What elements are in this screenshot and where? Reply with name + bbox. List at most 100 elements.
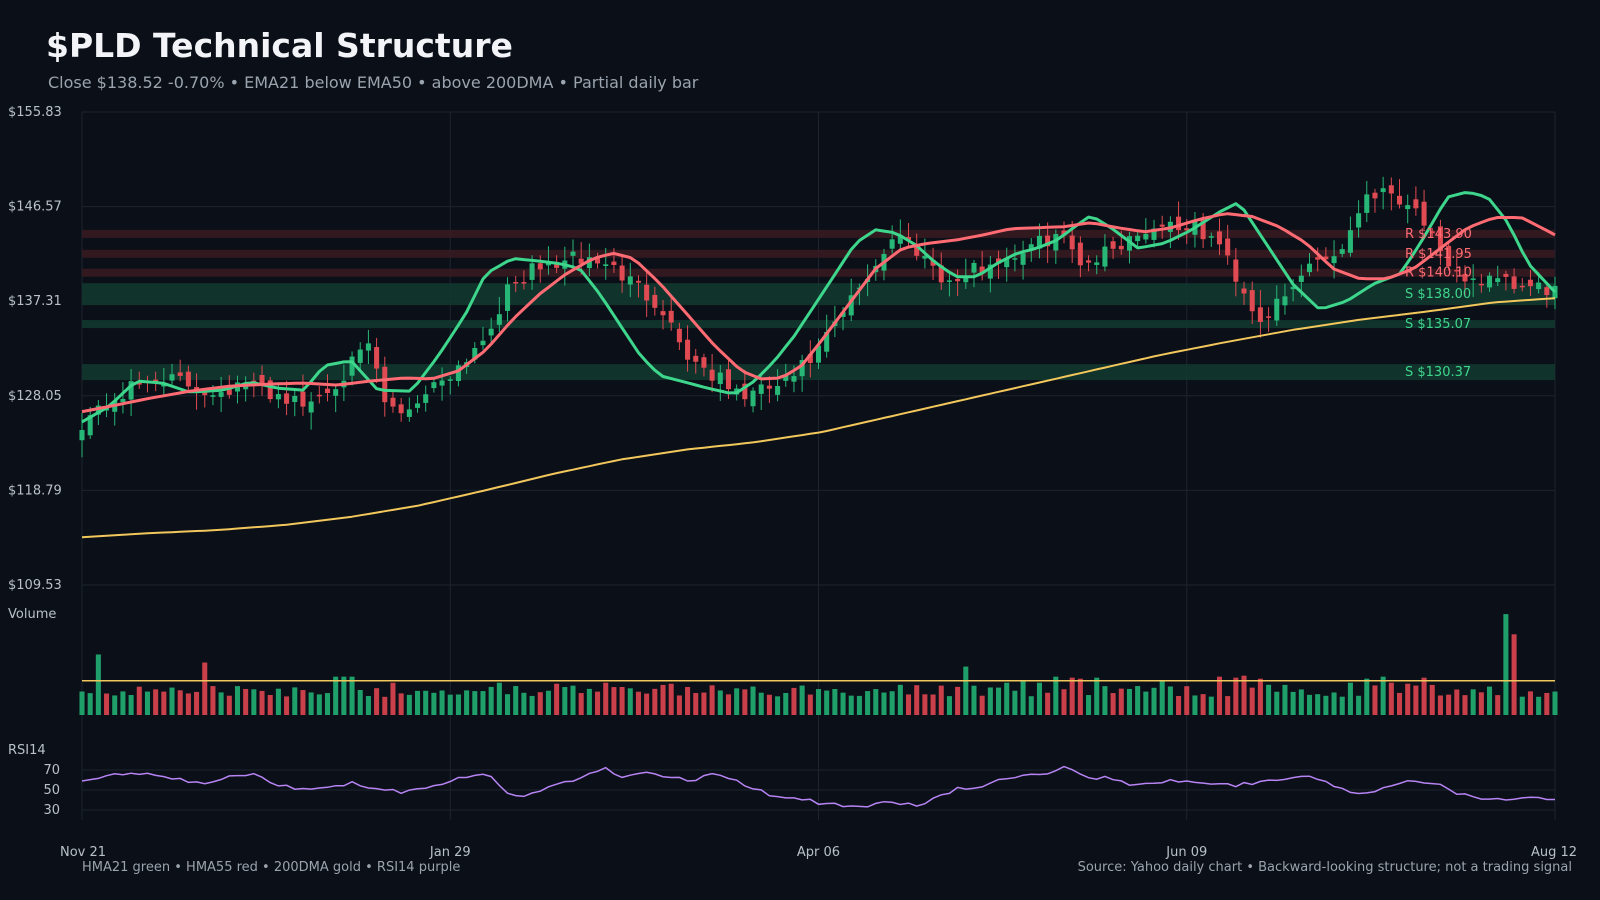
- volume-bar: [897, 684, 903, 715]
- candle-body: [284, 393, 290, 404]
- candle-body: [595, 257, 601, 264]
- volume-bar: [595, 691, 601, 715]
- candle-body: [1020, 253, 1026, 265]
- candle-body: [807, 354, 813, 363]
- candle-body: [1290, 286, 1296, 290]
- volume-bar: [1487, 686, 1493, 715]
- volume-bar: [627, 688, 633, 715]
- volume-bars: [79, 614, 1558, 715]
- volume-bar: [1282, 684, 1288, 715]
- volume-bar: [815, 689, 822, 715]
- volume-bar: [251, 689, 257, 715]
- volume-bar: [243, 688, 249, 715]
- price-axis: $155.83 $146.57 $137.31 $128.05 $118.79 $109.…: [8, 105, 62, 593]
- candle-body: [431, 382, 437, 389]
- candle-body: [308, 401, 314, 413]
- candle-body: [423, 394, 429, 403]
- candle-body: [1225, 238, 1231, 256]
- chart-subtitle: Close $138.52 -0.70% • EMA21 below EMA50…: [48, 73, 699, 92]
- volume-bar: [644, 693, 650, 715]
- volume-bar: [1069, 677, 1075, 715]
- level-label: S $138.00: [1405, 287, 1471, 302]
- candle-body: [1102, 246, 1108, 267]
- candle-body: [218, 392, 224, 397]
- volume-bar: [1225, 696, 1231, 715]
- volume-bar: [1274, 691, 1280, 715]
- volume-bar: [169, 687, 175, 715]
- volume-bar: [1192, 695, 1198, 715]
- volume-bar: [611, 687, 617, 715]
- volume-bar: [1233, 677, 1239, 715]
- candle-body: [292, 395, 298, 403]
- candle-body: [1159, 224, 1165, 227]
- volume-bar: [603, 682, 609, 715]
- volume-bar: [963, 666, 969, 715]
- rsi-panel: 70 50 30: [43, 763, 1555, 818]
- rsi-tick-label: 70: [43, 763, 60, 778]
- candle-body: [554, 262, 560, 268]
- moving-average-lines: [81, 191, 1557, 539]
- volume-bar: [406, 694, 412, 715]
- candle-body: [365, 343, 371, 351]
- candle-body: [382, 366, 388, 403]
- volume-bar: [1167, 686, 1173, 715]
- volume-bar: [333, 676, 339, 715]
- candle-body: [521, 282, 527, 284]
- volume-bar: [955, 686, 961, 715]
- candle-body: [496, 314, 502, 325]
- level-zone: [82, 283, 1555, 306]
- volume-bar: [987, 687, 993, 715]
- volume-bar: [1323, 695, 1329, 715]
- candle-body: [1110, 241, 1116, 249]
- candle-body: [390, 397, 396, 407]
- candle-body: [979, 266, 985, 273]
- candle-body: [766, 385, 772, 389]
- volume-bar: [1536, 696, 1542, 715]
- volume-bar: [1061, 689, 1067, 715]
- volume-panel-label: Volume: [8, 607, 56, 622]
- volume-bar: [832, 688, 838, 715]
- candle-body: [1478, 283, 1484, 286]
- candle-body: [1257, 307, 1263, 322]
- candle-body: [1233, 259, 1239, 282]
- chart-title: $PLD Technical Structure: [46, 26, 513, 65]
- candle-body: [971, 262, 977, 273]
- candle-body: [1470, 278, 1476, 280]
- volume-bar: [1110, 693, 1116, 715]
- candle-body: [1249, 290, 1255, 312]
- volume-bar: [1028, 696, 1034, 715]
- volume-bar: [1086, 695, 1092, 715]
- volume-bar: [758, 692, 764, 715]
- rsi-line: [81, 765, 1555, 808]
- volume-bar: [505, 694, 511, 715]
- candle-body: [611, 261, 617, 265]
- volume-bar: [725, 694, 732, 715]
- volume-bar: [1446, 694, 1452, 715]
- volume-bar: [578, 693, 584, 715]
- volume-bar: [1339, 696, 1345, 715]
- volume-bar: [1388, 682, 1394, 715]
- rsi-tick-label: 30: [43, 803, 60, 818]
- volume-bar: [873, 689, 879, 715]
- candle-body: [316, 394, 322, 397]
- volume-bar: [267, 695, 273, 715]
- candle-body: [202, 392, 208, 396]
- candle-body: [95, 405, 101, 415]
- volume-bar: [1241, 675, 1247, 715]
- level-zone: [82, 249, 1555, 258]
- volume-bar: [1347, 682, 1353, 715]
- line-hma21: [81, 191, 1557, 424]
- candle-body: [578, 258, 584, 264]
- candle-body: [914, 243, 920, 256]
- volume-bar: [1396, 692, 1403, 715]
- candle-body: [1388, 185, 1394, 194]
- line-200dma: [81, 297, 1556, 539]
- candle-body: [1511, 276, 1517, 289]
- volume-bar: [79, 691, 85, 715]
- candle-body: [1315, 257, 1321, 260]
- candle-body: [987, 264, 993, 279]
- volume-bar: [210, 686, 216, 715]
- candle-body: [783, 375, 789, 381]
- candle-body: [1413, 199, 1419, 209]
- candle-body: [799, 359, 805, 377]
